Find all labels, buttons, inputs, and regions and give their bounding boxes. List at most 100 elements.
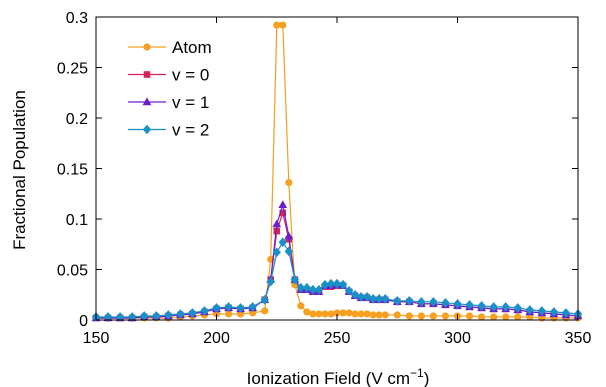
data-point <box>368 293 378 304</box>
axes-layer: 150 200 250 300 350 0 0.05 0.1 0.15 0.2 0.25 0.3 <box>57 10 592 347</box>
data-point <box>333 309 341 317</box>
data-point <box>303 308 311 316</box>
series-2 <box>91 200 583 322</box>
legend-item: v = 0 <box>128 66 209 85</box>
data-point <box>356 291 366 302</box>
data-point <box>490 313 498 321</box>
data-point <box>260 295 269 305</box>
series-layer <box>91 21 583 322</box>
x-tick-label: 150 <box>83 330 110 347</box>
x-tick-label: 200 <box>203 330 230 347</box>
series-line <box>96 24 578 319</box>
data-point <box>489 302 498 312</box>
x-axis-title-end: ) <box>424 369 430 387</box>
data-point <box>477 301 486 311</box>
data-point <box>290 274 300 285</box>
data-point <box>417 312 425 320</box>
data-point <box>224 310 233 318</box>
data-point <box>417 297 426 307</box>
data-point <box>344 285 354 296</box>
data-point <box>561 308 571 318</box>
data-point <box>140 311 149 321</box>
data-point <box>381 311 389 319</box>
data-point <box>272 219 282 228</box>
data-point <box>279 21 287 29</box>
data-point <box>285 179 293 187</box>
data-point <box>273 227 281 235</box>
data-point <box>441 312 450 320</box>
legend-label: v = 1 <box>172 93 209 112</box>
x-tick-label: 250 <box>324 330 351 347</box>
data-point <box>363 310 371 318</box>
data-point <box>320 279 330 290</box>
data-point <box>236 303 245 313</box>
y-tick-label: 0.05 <box>57 263 88 280</box>
data-point <box>188 308 197 318</box>
x-axis-title-main: Ionization Field (V cm <box>247 369 410 387</box>
legend-item: v = 1 <box>128 93 209 112</box>
legend-marker <box>142 97 152 106</box>
data-point <box>248 302 257 312</box>
x-axis-title-sup: −1 <box>410 366 424 380</box>
legend-label: Atom <box>172 38 212 57</box>
data-point <box>381 293 390 304</box>
data-point <box>513 303 522 313</box>
data-point <box>273 21 281 29</box>
series-line <box>96 204 579 319</box>
data-point <box>405 312 413 320</box>
data-point <box>261 307 269 315</box>
series-0 <box>92 21 582 322</box>
data-point <box>326 278 336 289</box>
data-point <box>369 311 377 319</box>
data-point <box>315 310 323 318</box>
data-point <box>429 297 438 307</box>
data-point <box>393 311 401 319</box>
data-point <box>309 310 317 318</box>
y-tick-label: 0.15 <box>57 162 88 179</box>
y-tick-label: 0 <box>79 313 88 330</box>
data-point <box>453 299 462 309</box>
data-point <box>115 312 125 322</box>
legend-label: v = 0 <box>172 66 209 85</box>
data-point <box>375 311 383 319</box>
data-point <box>441 298 450 308</box>
data-point <box>339 309 347 317</box>
data-point <box>164 310 173 320</box>
plot-frame <box>95 16 579 321</box>
data-point <box>127 312 137 322</box>
data-point <box>284 246 293 257</box>
data-point <box>338 279 348 290</box>
data-point <box>200 306 209 316</box>
x-axis-title: Ionization Field (V cm−1) <box>247 366 430 387</box>
data-point <box>502 313 510 321</box>
data-point <box>405 296 414 306</box>
data-point <box>393 296 402 306</box>
data-point <box>279 209 287 217</box>
series-1 <box>92 209 582 322</box>
data-point <box>429 312 437 320</box>
data-point <box>314 284 324 295</box>
data-point <box>537 306 547 316</box>
data-point <box>465 312 474 320</box>
data-point <box>514 313 522 321</box>
data-point <box>525 305 534 315</box>
data-point <box>278 200 288 209</box>
data-point <box>224 302 233 312</box>
data-point <box>549 307 559 317</box>
data-point <box>332 278 342 289</box>
data-point <box>284 231 294 240</box>
legend: Atom v = 0 v = 1 v = 2 <box>128 38 212 140</box>
legend-marker <box>143 71 151 78</box>
x-tick-label: 300 <box>444 330 471 347</box>
data-point <box>212 303 221 313</box>
data-point <box>308 284 318 295</box>
x-tick-label: 350 <box>565 330 592 347</box>
data-point <box>278 237 287 248</box>
y-tick-label: 0.2 <box>66 111 88 128</box>
y-tick-label: 0.3 <box>66 10 88 27</box>
data-point <box>266 276 275 287</box>
data-point <box>103 312 113 322</box>
data-point <box>374 293 384 304</box>
data-point <box>351 310 359 318</box>
data-point <box>478 313 486 321</box>
